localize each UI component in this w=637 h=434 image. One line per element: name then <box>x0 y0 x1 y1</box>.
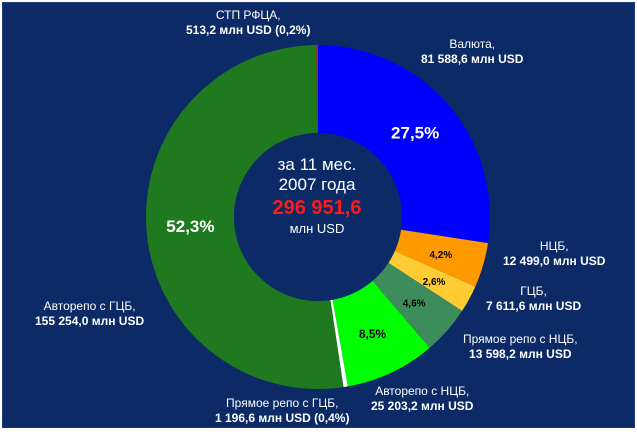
label-direct-repo-gcb: Прямое репо с ГЦБ, 1 196,6 млн USD (0,4%… <box>215 396 349 426</box>
chart-area: 27,5% 4,2% 2,6% 4,6% 8,5% 52,3% за 11 мес. 20… <box>2 2 635 428</box>
slice-name: НЦБ, <box>539 239 569 253</box>
label-ncb: НЦБ, 12 499,0 млн USD <box>503 239 605 269</box>
label-valuta: Валюта, 81 588,6 млн USD <box>421 37 523 67</box>
donut-slice <box>330 299 348 388</box>
slice-value: 12 499,0 млн USD <box>503 254 606 268</box>
slice-name: Авторепо с НЦБ, <box>375 384 470 398</box>
label-autorepo-gcb: Авторепо с ГЦБ, 155 254,0 млн USD <box>35 299 144 329</box>
donut-slice <box>388 250 476 311</box>
slice-name: СТП РФЦА, <box>215 8 281 22</box>
slice-percent-label: 52,3% <box>166 217 214 236</box>
center-summary: за 11 мес. 2007 года 296 951,6 млн USD <box>247 155 387 237</box>
donut-hole <box>234 133 402 301</box>
slice-name: Прямое репо с ГЦБ, <box>226 396 339 410</box>
donut-chart: 27,5% 4,2% 2,6% 4,6% 8,5% 52,3% <box>145 45 491 390</box>
total-value: 296 951,6 <box>272 197 362 219</box>
slice-value: 25 203,2 млн USD <box>371 399 474 413</box>
label-autorepo-ncb: Авторепо с НЦБ, 25 203,2 млн USD <box>371 384 473 414</box>
slice-value: 7 611,6 млн USD <box>486 299 582 313</box>
slice-percent-label: 8,5% <box>359 327 387 341</box>
slice-name: Прямое репо с НЦБ, <box>463 332 578 346</box>
donut-slice <box>332 280 430 387</box>
donut-slice <box>316 45 318 134</box>
slice-value: 155 254,0 млн USD <box>35 314 145 328</box>
period-line-1: за 11 мес. <box>277 155 357 174</box>
total-unit: млн USD <box>289 221 345 236</box>
period-line-2: 2007 года <box>278 175 356 194</box>
slice-value: 1 196,6 млн USD (0,4%) <box>215 411 350 425</box>
slice-percent-label: 27,5% <box>391 124 439 143</box>
slice-percent-label: 4,6% <box>403 298 426 309</box>
donut-slice <box>372 262 463 348</box>
label-stp-rfca: СТП РФЦА, 513,2 млн USD (0,2%) <box>186 8 310 38</box>
slice-name: ГЦБ, <box>520 284 547 298</box>
slice-value: 13 598,2 млн USD <box>469 347 572 361</box>
slice-name: Авторепо с ГЦБ, <box>43 299 136 313</box>
donut-slice <box>394 229 489 287</box>
slice-percent-label: 2,6% <box>423 277 446 288</box>
label-direct-repo-ncb: Прямое репо с НЦБ, 13 598,2 млн USD <box>463 332 578 362</box>
label-gcb: ГЦБ, 7 611,6 млн USD <box>486 284 581 314</box>
donut-slice <box>145 45 344 390</box>
slice-value: 81 588,6 млн USD <box>421 52 524 66</box>
slice-name: Валюта, <box>449 37 496 51</box>
slice-percent-label: 4,2% <box>429 250 452 261</box>
slice-value: 513,2 млн USD (0,2%) <box>186 23 311 37</box>
donut-slice <box>318 45 491 244</box>
